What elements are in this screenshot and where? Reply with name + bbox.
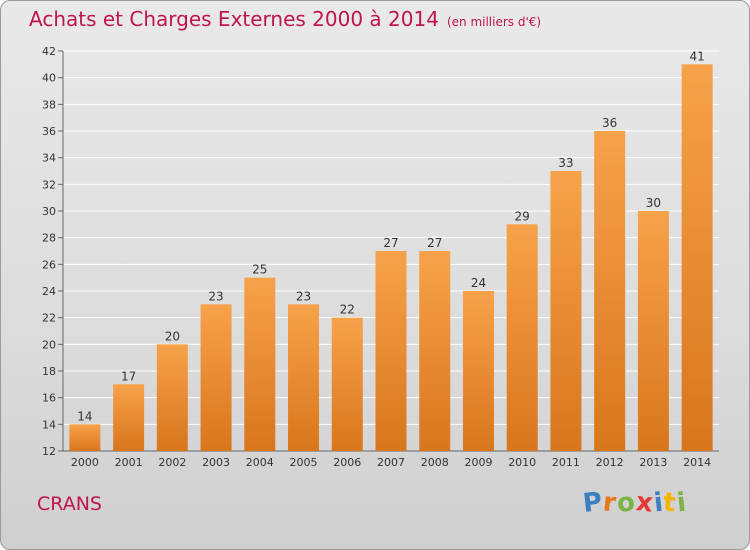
x-tick-label: 2008 <box>421 456 449 469</box>
x-tick-label: 2001 <box>115 456 143 469</box>
bar <box>244 277 276 451</box>
bar <box>637 211 669 451</box>
bar <box>331 317 363 451</box>
bar <box>419 251 451 451</box>
x-tick-label: 2010 <box>508 456 536 469</box>
x-tick-label: 2000 <box>71 456 99 469</box>
y-tick-label: 26 <box>42 258 56 271</box>
bar <box>69 424 101 451</box>
data-label: 20 <box>165 329 180 343</box>
data-label: 22 <box>340 303 355 317</box>
y-tick-label: 24 <box>42 285 56 298</box>
y-tick-label: 32 <box>42 178 56 191</box>
bar <box>375 251 407 451</box>
y-tick-label: 40 <box>42 72 56 85</box>
chart-title-text: Achats et Charges Externes 2000 à 2014 <box>29 7 439 31</box>
x-tick-label: 2011 <box>552 456 580 469</box>
x-tick-label: 2007 <box>377 456 405 469</box>
bar <box>288 304 320 451</box>
x-tick-label: 2013 <box>639 456 667 469</box>
bar <box>681 64 713 452</box>
y-tick-label: 34 <box>42 152 56 165</box>
y-tick-label: 20 <box>42 338 56 351</box>
y-tick-label: 16 <box>42 392 56 405</box>
y-tick-label: 12 <box>42 445 56 458</box>
x-tick-label: 2003 <box>202 456 230 469</box>
data-label: 17 <box>121 369 136 383</box>
y-tick-label: 22 <box>42 312 56 325</box>
data-label: 36 <box>602 116 617 130</box>
data-label: 24 <box>471 276 486 290</box>
data-label: 23 <box>296 289 311 303</box>
data-label: 27 <box>383 236 398 250</box>
data-label: 41 <box>689 49 704 63</box>
data-label: 14 <box>77 409 92 423</box>
bar <box>462 291 494 451</box>
y-tick-label: 36 <box>42 125 56 138</box>
x-tick-label: 2004 <box>246 456 274 469</box>
bar <box>156 344 188 451</box>
y-tick-label: 42 <box>42 45 56 58</box>
data-label: 25 <box>252 263 267 277</box>
x-tick-label: 2002 <box>158 456 186 469</box>
x-tick-label: 2005 <box>290 456 318 469</box>
y-tick-label: 30 <box>42 205 56 218</box>
bar <box>594 131 626 451</box>
bar <box>550 171 582 451</box>
x-tick-label: 2012 <box>596 456 624 469</box>
bar <box>200 304 232 451</box>
x-tick-label: 2006 <box>333 456 361 469</box>
x-tick-label: 2014 <box>683 456 711 469</box>
data-label: 29 <box>515 209 530 223</box>
logo-letter: i <box>675 487 689 519</box>
x-tick-label: 2009 <box>464 456 492 469</box>
y-tick-label: 14 <box>42 418 56 431</box>
data-label: 30 <box>646 196 661 210</box>
y-tick-label: 18 <box>42 365 56 378</box>
bar <box>113 384 145 451</box>
chart-title: Achats et Charges Externes 2000 à 2014 (e… <box>29 7 541 31</box>
bar <box>506 224 538 451</box>
y-tick-label: 28 <box>42 232 56 245</box>
data-label: 27 <box>427 236 442 250</box>
proxiti-logo: Proxiti <box>581 487 689 519</box>
data-label: 23 <box>208 289 223 303</box>
y-tick-label: 38 <box>42 98 56 111</box>
place-name: CRANS <box>37 493 102 515</box>
chart-subtitle: (en milliers d'€) <box>446 15 542 29</box>
data-label: 33 <box>558 156 573 170</box>
